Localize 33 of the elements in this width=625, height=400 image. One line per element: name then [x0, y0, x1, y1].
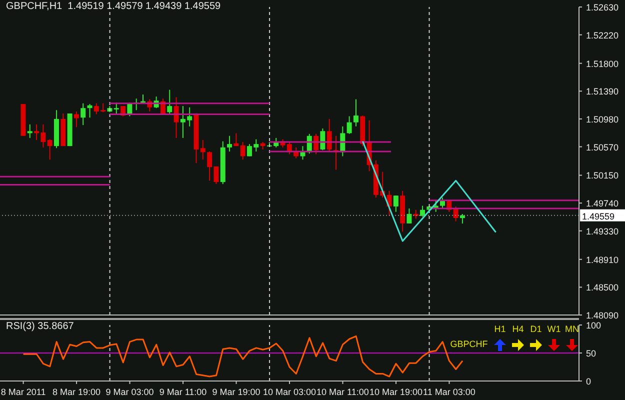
x-tick-label: 11 Mar 03:00 — [423, 387, 476, 397]
x-tick-label: 10 Mar 19:00 — [369, 387, 423, 397]
x-tick-label: 10 Mar 11:00 — [316, 387, 369, 397]
x-tick-label: 9 Mar 19:00 — [212, 387, 260, 397]
y-tick-label: 1.50150 — [586, 170, 619, 181]
x-tick-label: 10 Mar 03:00 — [262, 387, 316, 397]
y-tick-label: 1.49740 — [586, 198, 619, 209]
chart-title: GBPCHF,H1 1.49519 1.49579 1.49439 1.49559 — [6, 1, 221, 12]
ref-line-label: 1.49559 — [582, 211, 615, 222]
y-tick-label: 1.48500 — [586, 282, 619, 293]
annotation: D1 — [529, 324, 543, 334]
y-tick-label: 50 — [586, 348, 596, 358]
x-tick-label: 9 Mar 11:00 — [159, 387, 207, 397]
y-tick-label: 1.49330 — [586, 226, 619, 236]
y-tick-label: 1.52630 — [586, 2, 619, 12]
y-tick-label: 0 — [586, 376, 592, 386]
y-tick-label: 1.48090 — [586, 310, 619, 320]
y-tick-label: 100 — [586, 320, 602, 330]
chart-title: RSI(3) 35.8667 — [6, 321, 74, 332]
x-tick-label: 9 Mar 03:00 — [106, 387, 154, 397]
y-tick-label: 1.51800 — [586, 58, 619, 69]
annotation: W1 — [546, 324, 562, 334]
annotation: MN — [564, 324, 580, 334]
annotation: GBPCHF — [449, 339, 489, 349]
y-tick-label: 1.52220 — [586, 30, 619, 40]
y-tick-label: 1.48910 — [586, 254, 619, 265]
annotation: H1 — [493, 324, 507, 334]
y-tick-label: 1.50570 — [586, 142, 619, 152]
annotation: H4 — [511, 324, 525, 334]
x-tick-label: 8 Mar 2011 — [0, 387, 46, 397]
y-tick-label: 1.51390 — [586, 86, 619, 97]
y-tick-label: 1.50980 — [586, 114, 619, 124]
x-tick-label: 8 Mar 19:00 — [52, 387, 101, 397]
